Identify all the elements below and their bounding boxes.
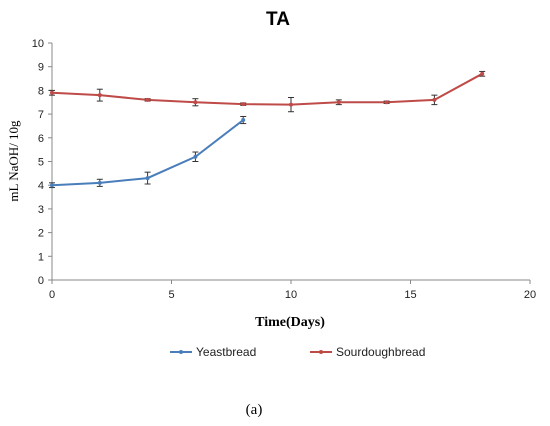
data-point — [289, 102, 293, 107]
legend-marker — [179, 350, 183, 354]
data-point — [193, 154, 198, 159]
y-ticks: 0 1 2 3 4 5 6 7 8 9 10 — [32, 38, 52, 287]
data-point — [480, 71, 485, 76]
series-sourdoughbread — [49, 70, 486, 113]
y-tick-label: 6 — [38, 133, 44, 145]
y-tick-label: 8 — [38, 85, 44, 97]
legend-label: Sourdoughbread — [336, 345, 425, 359]
x-tick-label: 20 — [524, 289, 536, 301]
figure-caption: (a) — [246, 402, 263, 418]
legend-item: Sourdoughbread — [310, 345, 425, 359]
x-ticks: 0 5 10 15 20 — [49, 280, 536, 301]
data-point — [50, 183, 54, 188]
y-tick-label: 2 — [38, 228, 44, 240]
y-tick-label: 3 — [38, 204, 44, 216]
y-tick-label: 9 — [38, 62, 44, 74]
x-tick-label: 10 — [285, 289, 297, 301]
series-line-sourdoughbread — [51, 72, 483, 106]
data-point — [97, 180, 102, 185]
data-point — [145, 97, 150, 102]
x-axis-label: Time(Days) — [255, 315, 325, 330]
data-point — [193, 100, 198, 105]
y-axis-label: mL NaOH/ 10g — [6, 120, 21, 202]
legend: Yeastbread Sourdoughbread — [170, 345, 425, 359]
series-layer — [49, 70, 486, 189]
series-yeastbread — [49, 115, 247, 189]
x-tick-label: 15 — [404, 289, 416, 301]
data-point — [241, 118, 246, 123]
x-tick-label: 5 — [168, 289, 174, 301]
y-tick-label: 10 — [32, 38, 44, 50]
y-tick-label: 4 — [38, 180, 44, 192]
data-point — [50, 90, 54, 95]
data-point — [97, 93, 102, 98]
data-point — [145, 176, 150, 181]
y-tick-label: 1 — [38, 251, 44, 263]
legend-marker — [319, 350, 323, 354]
data-point — [432, 97, 437, 102]
y-tick-label: 5 — [38, 157, 44, 169]
y-tick-label: 7 — [38, 109, 44, 121]
data-point — [336, 100, 341, 105]
legend-label: Yeastbread — [196, 345, 256, 359]
chart-title: TA — [266, 9, 290, 30]
plot-area: 0 1 2 3 4 5 6 7 8 9 10 0 5 10 15 20 — [32, 38, 536, 301]
data-point — [241, 102, 246, 107]
data-point — [384, 100, 389, 105]
x-tick-label: 0 — [49, 289, 55, 301]
legend-item: Yeastbread — [170, 345, 256, 359]
y-tick-label: 0 — [38, 275, 44, 287]
